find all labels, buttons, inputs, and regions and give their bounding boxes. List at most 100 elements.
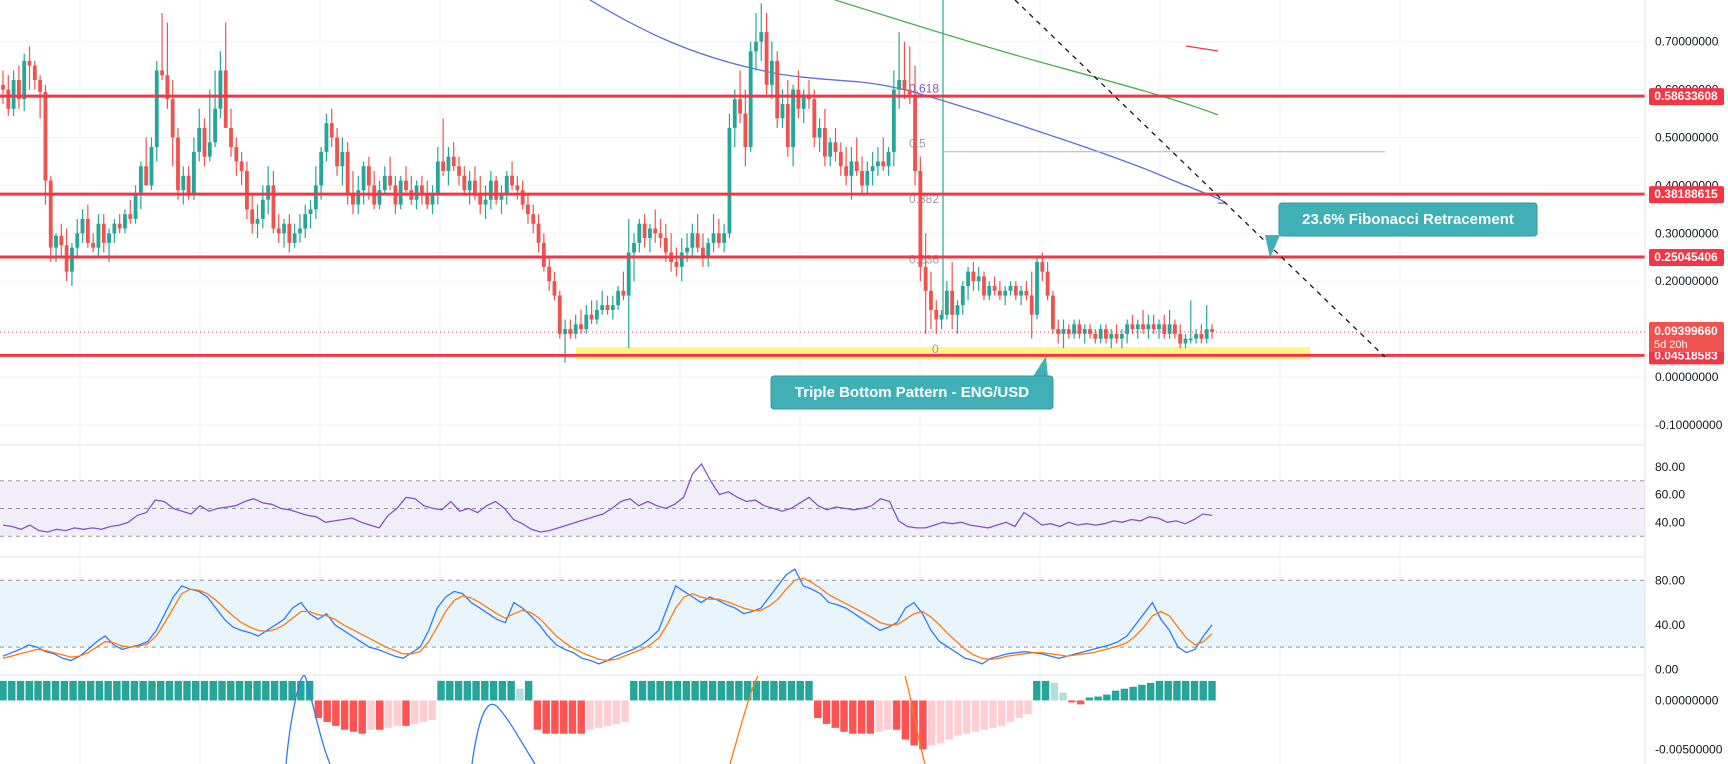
candle[interactable]	[234, 137, 239, 176]
rsi-pane[interactable]	[0, 462, 1645, 537]
candle[interactable]	[785, 80, 790, 157]
candle[interactable]	[833, 127, 838, 162]
candle[interactable]	[1082, 324, 1087, 344]
candle[interactable]	[11, 70, 16, 116]
candle[interactable]	[123, 209, 127, 234]
candle[interactable]	[754, 12, 758, 71]
candle[interactable]	[701, 233, 705, 267]
candle[interactable]	[626, 218, 631, 349]
candle[interactable]	[960, 281, 965, 315]
candle[interactable]	[1061, 319, 1066, 349]
candle[interactable]	[934, 300, 939, 334]
candle[interactable]	[791, 84, 796, 167]
candle[interactable]	[939, 309, 944, 330]
candle[interactable]	[287, 214, 292, 253]
candle[interactable]	[997, 281, 1002, 301]
candle[interactable]	[1056, 319, 1061, 344]
candle[interactable]	[1114, 324, 1119, 344]
candle[interactable]	[1003, 285, 1008, 306]
candle[interactable]	[844, 147, 849, 186]
candle[interactable]	[218, 51, 223, 119]
candle[interactable]	[764, 12, 769, 95]
candle[interactable]	[923, 233, 928, 334]
candle[interactable]	[971, 262, 976, 291]
candle[interactable]	[138, 161, 143, 210]
candle[interactable]	[907, 46, 912, 104]
candle[interactable]	[70, 242, 74, 286]
candle[interactable]	[1013, 281, 1018, 301]
candle[interactable]	[876, 147, 880, 176]
candle[interactable]	[1045, 262, 1050, 301]
candle[interactable]	[573, 314, 578, 339]
candle[interactable]	[117, 214, 122, 234]
candle[interactable]	[653, 209, 658, 243]
candle[interactable]	[616, 285, 621, 310]
candle[interactable]	[1188, 300, 1193, 344]
candle[interactable]	[769, 41, 774, 100]
candle[interactable]	[176, 127, 180, 200]
candle[interactable]	[340, 137, 345, 186]
candle[interactable]	[526, 194, 530, 224]
candle[interactable]	[133, 185, 138, 224]
candle[interactable]	[430, 185, 435, 215]
triple-bottom-callout[interactable]: Triple Bottom Pattern - ENG/USD	[770, 356, 1054, 410]
candle[interactable]	[1029, 271, 1034, 339]
candle[interactable]	[531, 204, 536, 234]
candle[interactable]	[388, 156, 393, 191]
candle[interactable]	[1, 70, 5, 104]
candle[interactable]	[1119, 329, 1124, 349]
candle[interactable]	[149, 137, 154, 191]
fibonacci-callout[interactable]: 23.6% Fibonacci Retracement	[1265, 202, 1538, 258]
candle[interactable]	[812, 89, 817, 148]
candle[interactable]	[170, 80, 175, 167]
candle[interactable]	[181, 166, 186, 205]
candle[interactable]	[536, 214, 541, 253]
candle[interactable]	[807, 80, 811, 109]
candle[interactable]	[59, 223, 64, 258]
histogram-pane[interactable]	[0, 675, 1216, 764]
candle[interactable]	[75, 218, 80, 258]
candle[interactable]	[865, 161, 870, 195]
candle[interactable]	[1088, 324, 1092, 339]
candle[interactable]	[1051, 290, 1055, 334]
candle[interactable]	[64, 228, 69, 282]
candle[interactable]	[1125, 319, 1130, 344]
candle[interactable]	[409, 175, 414, 205]
candle[interactable]	[706, 238, 711, 267]
candle[interactable]	[716, 218, 721, 248]
candle[interactable]	[732, 89, 737, 148]
candle[interactable]	[160, 12, 164, 81]
candle[interactable]	[96, 214, 101, 258]
candle[interactable]	[690, 223, 695, 258]
candle[interactable]	[860, 156, 864, 195]
candle[interactable]	[976, 266, 981, 291]
candle[interactable]	[128, 199, 133, 224]
candle[interactable]	[1109, 329, 1114, 349]
candle[interactable]	[1024, 281, 1029, 301]
candle[interactable]	[462, 166, 467, 195]
candle[interactable]	[292, 223, 297, 248]
candle[interactable]	[1077, 319, 1082, 339]
candle[interactable]	[91, 233, 96, 253]
candle[interactable]	[435, 147, 440, 205]
candle[interactable]	[1130, 314, 1135, 334]
candle[interactable]	[112, 218, 117, 243]
candle[interactable]	[213, 70, 218, 148]
candle[interactable]	[637, 218, 642, 253]
candle[interactable]	[759, 3, 764, 61]
candle[interactable]	[223, 22, 228, 128]
candle[interactable]	[610, 295, 615, 320]
candle[interactable]	[1146, 314, 1151, 339]
candle[interactable]	[568, 319, 573, 339]
candle[interactable]	[245, 161, 249, 219]
candle[interactable]	[276, 214, 281, 243]
candle[interactable]	[43, 84, 48, 205]
candle[interactable]	[838, 142, 843, 176]
candle[interactable]	[32, 60, 37, 90]
candle[interactable]	[929, 271, 933, 330]
candle[interactable]	[308, 199, 313, 229]
candle[interactable]	[382, 166, 387, 195]
candle[interactable]	[239, 151, 244, 186]
